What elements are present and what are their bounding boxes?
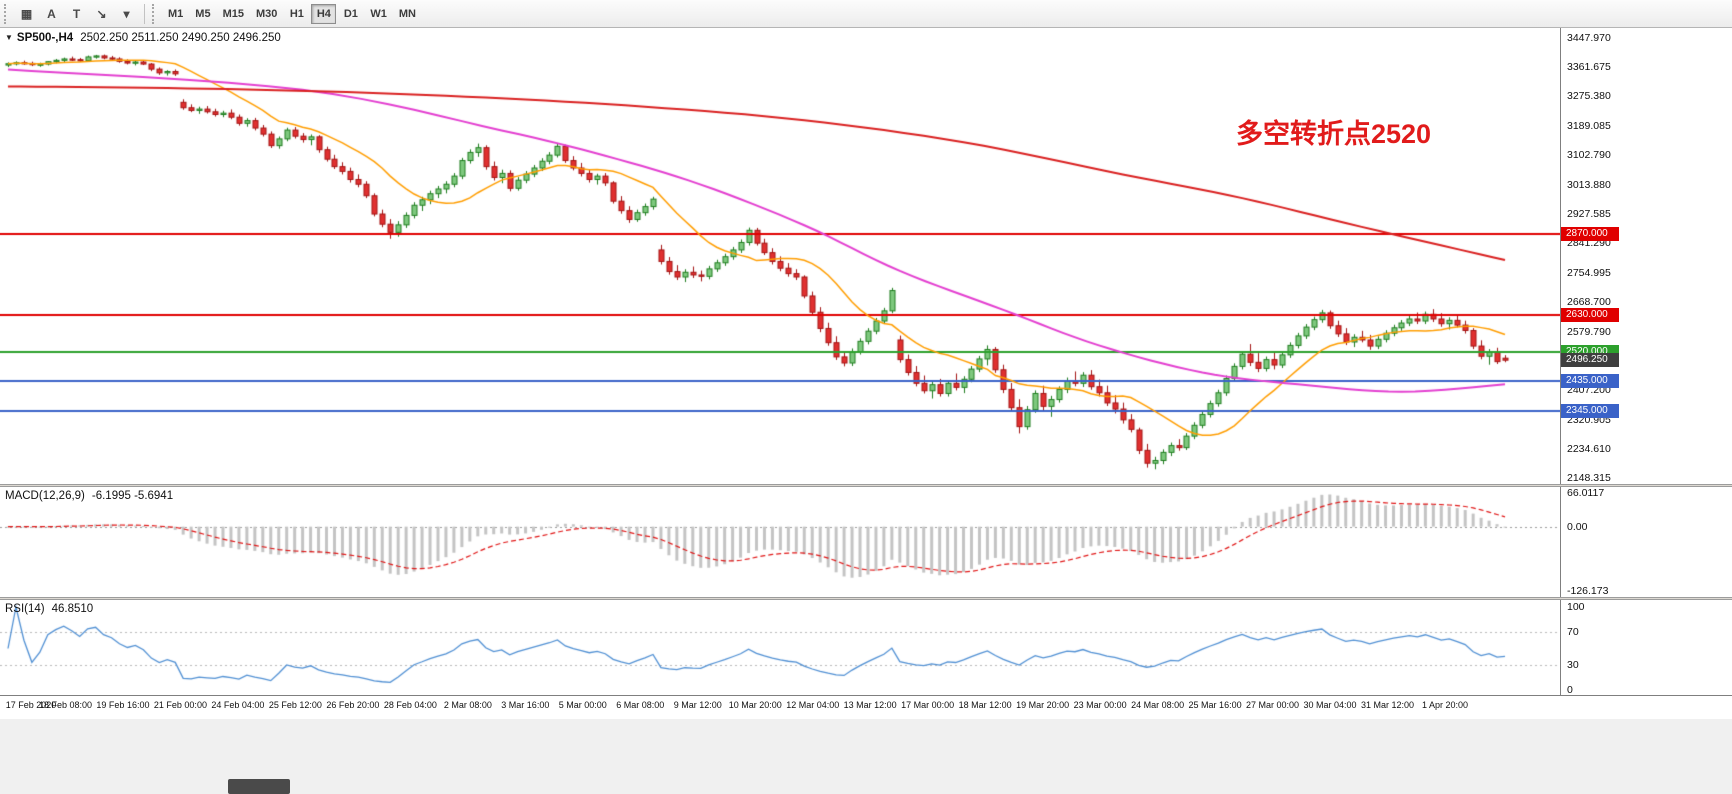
time-axis-label: 25 Mar 16:00 — [1188, 700, 1242, 710]
time-axis-label: 6 Mar 08:00 — [616, 700, 665, 710]
price-axis-tick: 3361.675 — [1567, 61, 1611, 74]
time-axis-label: 28 Feb 04:00 — [383, 700, 437, 710]
tool-icons-group: ▦ A T ↘ ▾ — [14, 3, 139, 24]
price-axis-tick: 3189.085 — [1567, 119, 1611, 132]
label-tool-icon[interactable]: T — [72, 6, 81, 21]
time-axis-label: 25 Feb 12:00 — [268, 700, 322, 710]
macd-axis-tick: -126.173 — [1567, 585, 1609, 597]
time-axis-label: 17 Feb 2020 — [5, 700, 57, 710]
time-axis-label: 17 Mar 00:00 — [901, 700, 955, 710]
timeframe-button-m5[interactable]: M5 — [195, 7, 211, 20]
time-axis-label: 18 Feb 08:00 — [38, 700, 92, 710]
rsi-value: 46.8510 — [51, 603, 94, 615]
timeframes-drag-handle[interactable] — [152, 3, 158, 24]
chart-grid-icon[interactable]: ▦ — [20, 6, 33, 21]
price-axis-tick: 3102.790 — [1567, 148, 1611, 161]
timeframe-button-h1[interactable]: H1 — [289, 7, 304, 20]
price-axis-tick: 3275.380 — [1567, 90, 1611, 103]
rsi-axis-tick: 0 — [1567, 684, 1573, 696]
macd-indicator-canvas[interactable] — [0, 487, 1560, 597]
main-chart-canvas[interactable] — [0, 28, 1560, 484]
chart-collapse-icon[interactable]: ▼ — [5, 33, 13, 42]
macd-pane-splitter[interactable] — [0, 484, 1732, 487]
time-axis-label: 24 Feb 04:00 — [211, 700, 265, 710]
toolbar-separator — [144, 3, 145, 24]
macd-axis-tick: 66.0117 — [1567, 487, 1605, 499]
timeframe-button-m30[interactable]: M30 — [255, 7, 278, 20]
time-axis-label: 9 Mar 12:00 — [673, 700, 722, 710]
timeframe-button-w1[interactable]: W1 — [370, 7, 387, 20]
chart-annotation: 多空转折点2520 — [1236, 119, 1432, 149]
macd-name: MACD(12,26,9) — [5, 490, 85, 502]
macd-label: MACD(12,26,9) -6.1995 -5.6941 — [5, 490, 173, 502]
time-axis-label: 13 Mar 12:00 — [843, 700, 897, 710]
chart-header: ▼ SP500-,H4 2502.250 2511.250 2490.250 249… — [5, 32, 281, 44]
time-axis-label: 27 Mar 00:00 — [1246, 700, 1300, 710]
time-axis-label: 24 Mar 08:00 — [1131, 700, 1185, 710]
time-axis-label: 19 Mar 20:00 — [1016, 700, 1070, 710]
text-tool-icon[interactable]: A — [47, 6, 56, 21]
chart-symbol-period: SP500-,H4 — [16, 32, 74, 44]
time-axis-label: 5 Mar 00:00 — [558, 700, 607, 710]
current-price-tag: 2496.250 — [1561, 353, 1619, 368]
time-axis-label: 21 Feb 00:00 — [153, 700, 207, 710]
tools-dropdown-caret[interactable]: ▾ — [123, 6, 130, 21]
rsi-pane-splitter[interactable] — [0, 597, 1732, 600]
price-level-tag: 2870.000 — [1561, 226, 1619, 241]
rsi-label: RSI(14) 46.8510 — [5, 603, 93, 615]
timeframe-button-mn[interactable]: MN — [398, 7, 416, 20]
price-axis-tick: 2754.995 — [1567, 266, 1611, 279]
timeframe-button-h4[interactable]: H4 — [311, 3, 337, 24]
time-axis-label: 12 Mar 04:00 — [786, 700, 840, 710]
time-axis-label: 10 Mar 20:00 — [728, 700, 782, 710]
toolbar: ▦ A T ↘ ▾ M1 M5 M15 M30 H1 H4 D1 W1 MN — [0, 0, 1732, 28]
time-axis-label: 18 Mar 12:00 — [958, 700, 1012, 710]
timeframe-button-m15[interactable]: M15 — [222, 7, 244, 20]
time-axis-label: 2 Mar 08:00 — [443, 700, 492, 710]
rsi-axis-tick: 70 — [1567, 625, 1579, 638]
price-axis-tick: 3447.970 — [1567, 32, 1611, 44]
price-level-tag: 2345.000 — [1561, 404, 1619, 419]
rsi-axis-tick: 30 — [1567, 659, 1579, 672]
price-axis-tick: 2579.790 — [1567, 325, 1611, 338]
taskbar-fragment — [228, 779, 290, 794]
time-axis-label: 30 Mar 04:00 — [1303, 700, 1357, 710]
timeframe-button-m1[interactable]: M1 — [168, 7, 184, 20]
rsi-indicator-canvas[interactable] — [0, 600, 1560, 695]
price-level-tag: 2630.000 — [1561, 307, 1619, 322]
time-axis-label: 19 Feb 16:00 — [96, 700, 150, 710]
timeframe-button-d1[interactable]: D1 — [343, 7, 358, 20]
rsi-axis-tick: 100 — [1567, 601, 1585, 613]
macd-values: -6.1995 -5.6941 — [91, 490, 174, 502]
price-axis-tick: 3013.880 — [1567, 178, 1611, 191]
bottom-filler — [0, 719, 1732, 794]
price-level-tag: 2435.000 — [1561, 373, 1619, 388]
time-axis-label: 1 Apr 20:00 — [1421, 700, 1469, 710]
time-axis[interactable] — [0, 695, 1732, 719]
price-axis-tick: 2234.610 — [1567, 442, 1611, 455]
timeframes-group: M1 M5 M15 M30 H1 H4 D1 W1 MN — [162, 3, 422, 24]
price-axis-tick: 2927.585 — [1567, 208, 1611, 221]
time-axis-label: 23 Mar 00:00 — [1073, 700, 1127, 710]
price-axis-tick: 2668.700 — [1567, 295, 1611, 308]
price-axis-tick: 2148.315 — [1567, 472, 1611, 484]
toolbar-drag-handle[interactable] — [4, 3, 10, 24]
time-axis-label: 31 Mar 12:00 — [1360, 700, 1415, 710]
macd-axis-tick: 0.00 — [1567, 520, 1588, 533]
rsi-name: RSI(14) — [5, 603, 45, 615]
scale-tool-icon[interactable]: ↘ — [96, 6, 107, 21]
time-axis-label: 3 Mar 16:00 — [501, 700, 550, 710]
time-axis-label: 26 Feb 20:00 — [326, 700, 380, 710]
chart-ohlc-values: 2502.250 2511.250 2490.250 2496.250 — [80, 32, 281, 44]
